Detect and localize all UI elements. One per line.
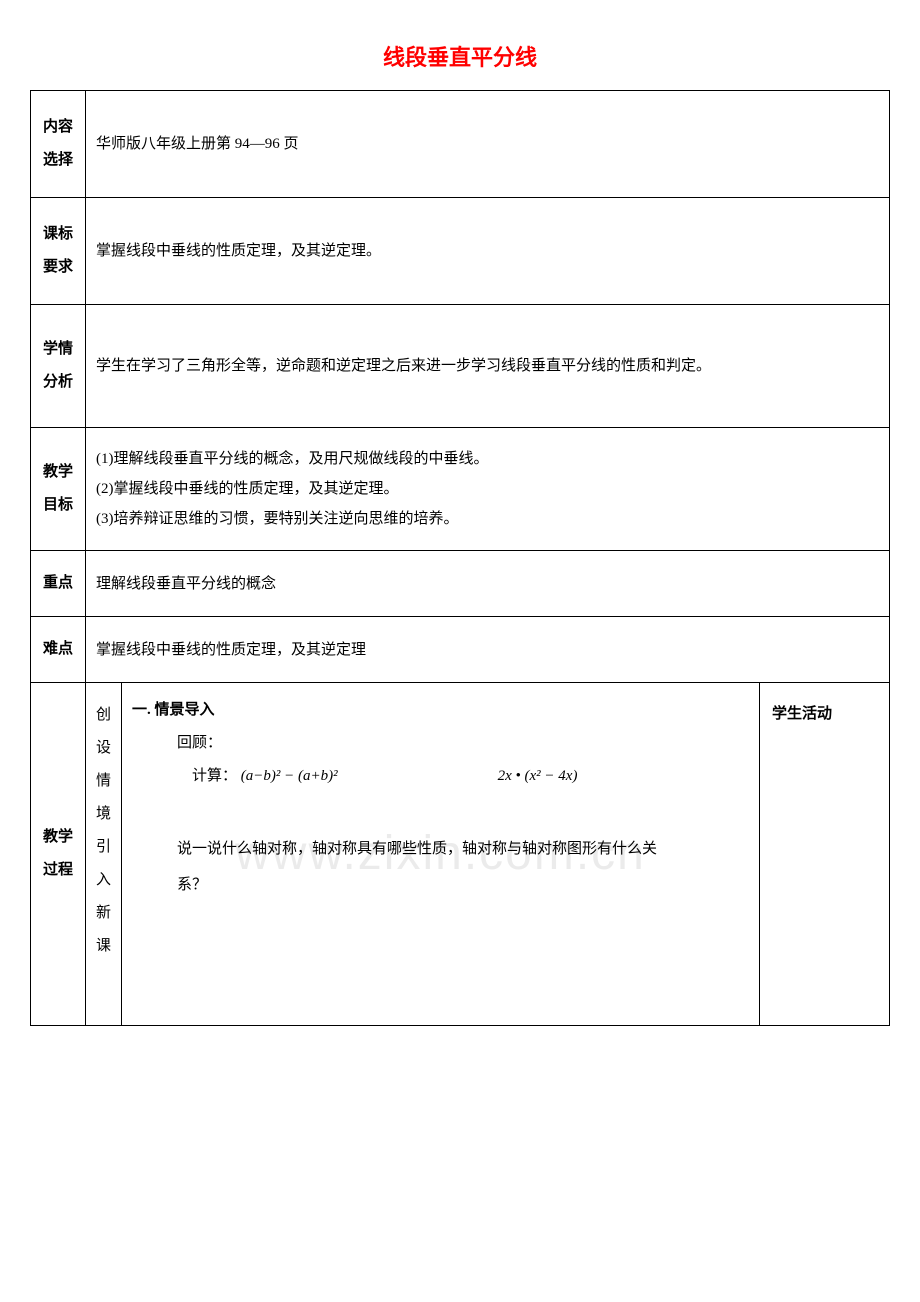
goal-line-2: (2)掌握线段中垂线的性质定理，及其逆定理。 <box>96 474 879 504</box>
table-row: 难点 掌握线段中垂线的性质定理，及其逆定理 <box>31 617 890 683</box>
table-row: 课标要求 掌握线段中垂线的性质定理，及其逆定理。 <box>31 198 890 305</box>
row-value-standard: 掌握线段中垂线的性质定理，及其逆定理。 <box>86 198 890 305</box>
row-value-focus: 理解线段垂直平分线的概念 <box>86 551 890 617</box>
student-activity-header: 学生活动 <box>759 683 889 1026</box>
page-title: 线段垂直平分线 <box>30 40 890 72</box>
row-value-goal: (1)理解线段垂直平分线的概念，及用尺规做线段的中垂线。 (2)掌握线段中垂线的… <box>86 428 890 551</box>
formula-2: 2x • (x² − 4x) <box>498 761 578 791</box>
row-value-process: www.zixin.com.cn 一. 情景导入 回顾： 计算： (a−b)² … <box>122 683 760 1026</box>
row-value-content: 华师版八年级上册第 94—96 页 <box>86 91 890 198</box>
row-label-process: 教学过程 <box>31 683 86 1026</box>
row-label-goal: 教学目标 <box>31 428 86 551</box>
row-label-difficulty: 难点 <box>31 617 86 683</box>
formula-row: 计算： (a−b)² − (a+b)² 2x • (x² − 4x) <box>132 761 749 791</box>
question-line-b: 系？ <box>132 867 749 903</box>
table-row: 内容选择 华师版八年级上册第 94—96 页 <box>31 91 890 198</box>
review-label: 回顾： <box>132 725 749 761</box>
row-value-difficulty: 掌握线段中垂线的性质定理，及其逆定理 <box>86 617 890 683</box>
goal-line-1: (1)理解线段垂直平分线的概念，及用尺规做线段的中垂线。 <box>96 444 879 474</box>
lesson-plan-table: 内容选择 华师版八年级上册第 94—96 页 课标要求 掌握线段中垂线的性质定理… <box>30 90 890 1026</box>
process-heading: 一. 情景导入 <box>132 695 749 725</box>
row-sublabel-process: 创设情境引入新课 <box>86 683 122 1026</box>
row-value-analysis: 学生在学习了三角形全等，逆命题和逆定理之后来进一步学习线段垂直平分线的性质和判定… <box>86 305 890 428</box>
row-label-content: 内容选择 <box>31 91 86 198</box>
row-label-focus: 重点 <box>31 551 86 617</box>
goal-line-3: (3)培养辩证思维的习惯，要特别关注逆向思维的培养。 <box>96 504 879 534</box>
title-text: 线段垂直平分线 <box>383 45 537 70</box>
table-row: 教学过程 创设情境引入新课 www.zixin.com.cn 一. 情景导入 回… <box>31 683 890 1026</box>
row-label-standard: 课标要求 <box>31 198 86 305</box>
row-label-analysis: 学情分析 <box>31 305 86 428</box>
question-line-a: 说一说什么轴对称，轴对称具有哪些性质，轴对称与轴对称图形有什么关 <box>132 831 749 867</box>
formula-1: (a−b)² − (a+b)² <box>241 768 338 784</box>
table-row: 教学目标 (1)理解线段垂直平分线的概念，及用尺规做线段的中垂线。 (2)掌握线… <box>31 428 890 551</box>
calc-label: 计算： <box>192 768 237 784</box>
table-row: 学情分析 学生在学习了三角形全等，逆命题和逆定理之后来进一步学习线段垂直平分线的… <box>31 305 890 428</box>
table-row: 重点 理解线段垂直平分线的概念 <box>31 551 890 617</box>
